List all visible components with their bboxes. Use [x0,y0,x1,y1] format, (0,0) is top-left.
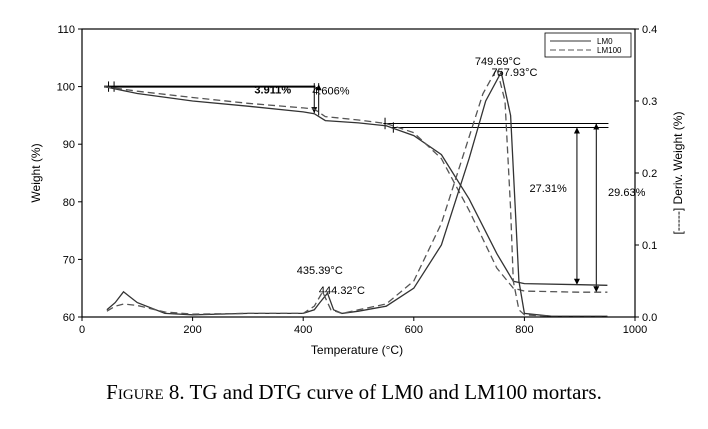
data-label: 29.63% [608,187,646,199]
y2-tick-label: 0.1 [642,240,657,252]
x-tick-label: 400 [294,324,312,336]
y-tick-label: 110 [57,24,75,36]
data-label: 435.39°C [297,265,343,277]
x-tick-label: 800 [515,324,533,336]
tg-lm100-line [104,85,608,293]
axis-ticks: 0 200 400 600 800 1000 60 70 80 90 100 110 0.0 0.1 0.2… [57,24,658,336]
y-tick-label: 80 [63,197,75,209]
data-label: 27.31% [530,183,568,195]
data-label: 749.69°C [475,56,521,68]
annotation-lines [104,81,609,293]
loss-arrow-2 [315,84,322,91]
legend-box [544,32,632,58]
data-label: 4.606% [312,86,350,98]
y2-axis-title: [-----] Deriv. Weight (%) [671,112,685,235]
plot-frame [81,28,636,318]
caption-text: TG and DTG curve of LM0 and LM100 mortar… [184,380,602,404]
legend-label-lm0: LM0 [597,37,613,46]
data-label: 3.911% [254,85,291,97]
x-tick-label: 600 [405,324,423,336]
y-tick-label: 60 [63,312,75,324]
series-lines [103,66,608,317]
loss-arrow-right-2 [573,127,580,134]
y-tick-label: 90 [63,139,75,151]
x-tick-label: 0 [79,324,85,336]
tg-lm0-line [103,85,608,286]
loss-arrow-right-4 [593,123,600,130]
dtg-lm100-line [106,66,608,317]
y2-tick-label: 0.3 [642,96,657,108]
y2-tick-label: 0.0 [642,312,657,324]
legend-label-lm100: LM100 [597,46,622,55]
data-label: 444.32°C [319,285,365,297]
data-label: 757.93°C [491,67,537,79]
dtg-lm0-line [106,70,608,317]
caption-figure-label: Figure 8. [106,380,185,404]
x-axis-title: Temperature (°C) [311,343,403,357]
loss-arrow-right-3 [593,286,600,293]
x-tick-label: 1000 [623,324,647,336]
y-axis-title: Weight (%) [29,143,43,202]
tg-dtg-chart: 0 200 400 600 800 1000 60 70 80 90 100 110 0.0 0.1 0.2… [29,24,685,357]
x-tick-label: 200 [183,324,201,336]
y-tick-label: 100 [57,82,75,94]
y2-tick-label: 0.4 [642,24,657,36]
loss-arrow-right-1 [573,278,580,285]
figure-caption: Figure 8. TG and DTG curve of LM0 and LM… [0,380,708,405]
y-tick-label: 70 [63,254,75,266]
y2-tick-label: 0.2 [642,168,657,180]
